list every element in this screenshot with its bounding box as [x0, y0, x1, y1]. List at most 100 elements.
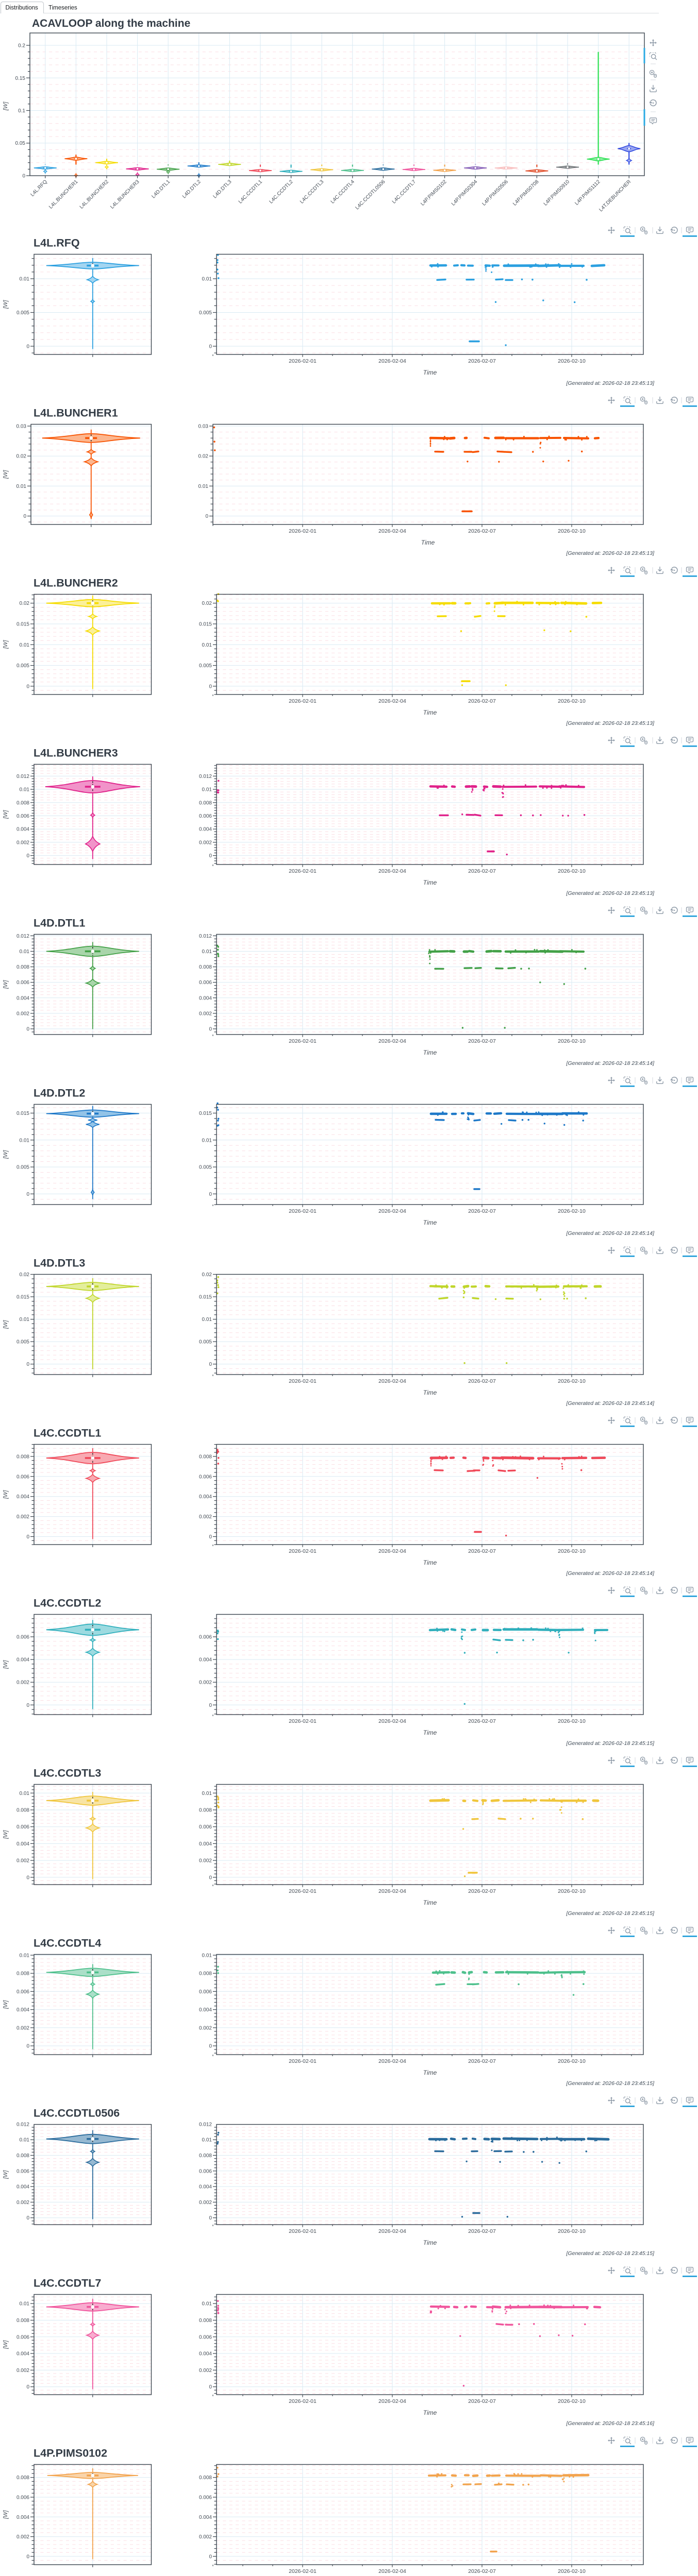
- svg-text:0.015: 0.015: [16, 622, 29, 628]
- svg-text:0.01: 0.01: [20, 787, 30, 793]
- svg-text:Time: Time: [423, 369, 437, 376]
- svg-text:L4D.DTL3: L4D.DTL3: [34, 1257, 85, 1269]
- svg-text:0: 0: [26, 2554, 29, 2560]
- svg-text:2026-02-07: 2026-02-07: [468, 1888, 496, 1894]
- svg-text:2026-02-07: 2026-02-07: [468, 358, 496, 364]
- svg-text:2026-02-07: 2026-02-07: [468, 1548, 496, 1554]
- svg-text:2026-02-04: 2026-02-04: [378, 1038, 406, 1044]
- svg-text:Time: Time: [423, 1389, 437, 1396]
- svg-text:0.05: 0.05: [15, 141, 26, 146]
- svg-text:L4D.DTL1: L4D.DTL1: [34, 917, 85, 929]
- svg-text:[Generated at: 2026-02-18 23:4: [Generated at: 2026-02-18 23:45:15]: [566, 1910, 655, 1917]
- svg-text:2026-02-07: 2026-02-07: [468, 528, 496, 534]
- svg-text:2026-02-01: 2026-02-01: [289, 358, 317, 364]
- svg-text:0.006: 0.006: [199, 1474, 212, 1480]
- svg-text:Time: Time: [423, 1899, 437, 1906]
- svg-text:0: 0: [26, 344, 29, 350]
- svg-text:[Generated at: 2026-02-18 23:4: [Generated at: 2026-02-18 23:45:15]: [566, 2250, 655, 2257]
- svg-text:[Generated at: 2026-02-18 23:4: [Generated at: 2026-02-18 23:45:13]: [566, 380, 655, 386]
- svg-text:0.006: 0.006: [16, 1824, 29, 1830]
- svg-text:2026-02-01: 2026-02-01: [289, 2398, 317, 2404]
- svg-text:0.006: 0.006: [199, 2334, 212, 2340]
- svg-text:0.004: 0.004: [16, 1494, 29, 1500]
- svg-text:0.008: 0.008: [16, 800, 29, 806]
- svg-text:0.002: 0.002: [199, 2534, 212, 2540]
- svg-text:0.015: 0.015: [199, 1111, 212, 1116]
- svg-text:0.01: 0.01: [202, 787, 212, 793]
- svg-text:0: 0: [26, 684, 29, 689]
- svg-text:0: 0: [209, 2384, 212, 2390]
- svg-text:0.004: 0.004: [199, 827, 212, 833]
- svg-text:0.01: 0.01: [202, 2138, 212, 2143]
- svg-text:0.1: 0.1: [18, 108, 25, 114]
- svg-text:0.012: 0.012: [199, 934, 212, 939]
- svg-text:L4C.CCDTL0506: L4C.CCDTL0506: [34, 2107, 120, 2119]
- svg-text:0.01: 0.01: [20, 1953, 30, 1959]
- svg-text:0.012: 0.012: [199, 2122, 212, 2127]
- svg-text:0: 0: [26, 1192, 29, 1197]
- svg-text:2026-02-04: 2026-02-04: [378, 2058, 406, 2064]
- svg-text:0.012: 0.012: [16, 2122, 29, 2127]
- svg-text:0.012: 0.012: [199, 774, 212, 779]
- svg-text:0.002: 0.002: [16, 840, 29, 845]
- svg-text:0.01: 0.01: [202, 1138, 212, 1143]
- svg-text:2026-02-01: 2026-02-01: [289, 1208, 317, 1214]
- svg-text:0.005: 0.005: [199, 663, 212, 669]
- svg-text:0.004: 0.004: [199, 2515, 212, 2520]
- svg-text:0.01: 0.01: [202, 1953, 212, 1959]
- svg-text:2026-02-07: 2026-02-07: [468, 2398, 496, 2404]
- svg-text:0.002: 0.002: [199, 1514, 212, 1520]
- svg-text:0: 0: [26, 2044, 29, 2049]
- svg-text:2026-02-04: 2026-02-04: [378, 528, 406, 534]
- svg-text:0.01: 0.01: [202, 949, 212, 955]
- svg-text:L4L.RFQ: L4L.RFQ: [34, 236, 80, 249]
- svg-text:Timeseries: Timeseries: [48, 5, 77, 11]
- svg-text:0.01: 0.01: [20, 642, 30, 648]
- svg-text:0.005: 0.005: [16, 1340, 29, 1345]
- svg-text:0: 0: [209, 2044, 212, 2049]
- svg-text:2026-02-07: 2026-02-07: [468, 1718, 496, 1724]
- svg-text:0: 0: [209, 853, 212, 859]
- svg-text:0.006: 0.006: [16, 2168, 29, 2174]
- svg-text:Time: Time: [423, 879, 437, 886]
- svg-text:0.008: 0.008: [199, 964, 212, 970]
- svg-text:0.006: 0.006: [16, 980, 29, 986]
- svg-text:0.006: 0.006: [16, 1474, 29, 1480]
- svg-text:0: 0: [26, 2384, 29, 2390]
- svg-text:2026-02-04: 2026-02-04: [378, 868, 406, 874]
- svg-text:2026-02-07: 2026-02-07: [468, 2058, 496, 2064]
- svg-text:0.01: 0.01: [20, 2301, 30, 2307]
- svg-text:2026-02-01: 2026-02-01: [289, 528, 317, 534]
- svg-text:2026-02-07: 2026-02-07: [468, 1038, 496, 1044]
- svg-text:0: 0: [205, 514, 208, 519]
- svg-text:ACAVLOOP along the machine: ACAVLOOP along the machine: [32, 18, 190, 29]
- svg-text:2026-02-01: 2026-02-01: [289, 1718, 317, 1724]
- svg-text:0.008: 0.008: [16, 964, 29, 970]
- svg-text:0.005: 0.005: [16, 663, 29, 669]
- svg-text:2026-02-10: 2026-02-10: [558, 2398, 586, 2404]
- svg-text:[Generated at: 2026-02-18 23:4: [Generated at: 2026-02-18 23:45:14]: [566, 1230, 655, 1236]
- svg-text:L4P.PIMS0102: L4P.PIMS0102: [34, 2447, 107, 2459]
- svg-text:0.01: 0.01: [20, 277, 30, 282]
- svg-text:0.01: 0.01: [202, 2301, 212, 2307]
- svg-text:0.002: 0.002: [199, 2368, 212, 2374]
- svg-text:[W]: [W]: [3, 2510, 9, 2519]
- svg-text:0.006: 0.006: [16, 814, 29, 819]
- svg-text:0.01: 0.01: [16, 484, 27, 489]
- svg-text:0.008: 0.008: [199, 2153, 212, 2159]
- svg-text:0: 0: [209, 1362, 212, 1367]
- svg-text:0.005: 0.005: [199, 1165, 212, 1171]
- svg-text:0.01: 0.01: [202, 642, 212, 648]
- svg-text:0: 0: [26, 853, 29, 859]
- svg-text:0.02: 0.02: [198, 454, 209, 460]
- svg-text:[W]: [W]: [3, 300, 9, 309]
- svg-text:[W]: [W]: [3, 1660, 9, 1669]
- svg-text:0.004: 0.004: [16, 2515, 29, 2520]
- svg-text:0: 0: [26, 1703, 29, 1708]
- svg-text:L4L.BUNCHER2: L4L.BUNCHER2: [34, 577, 118, 589]
- svg-text:0.002: 0.002: [16, 1680, 29, 1686]
- svg-text:0.004: 0.004: [199, 1494, 212, 1500]
- svg-text:0.002: 0.002: [199, 1858, 212, 1864]
- svg-text:2026-02-10: 2026-02-10: [558, 1888, 586, 1894]
- svg-text:Time: Time: [423, 1049, 437, 1056]
